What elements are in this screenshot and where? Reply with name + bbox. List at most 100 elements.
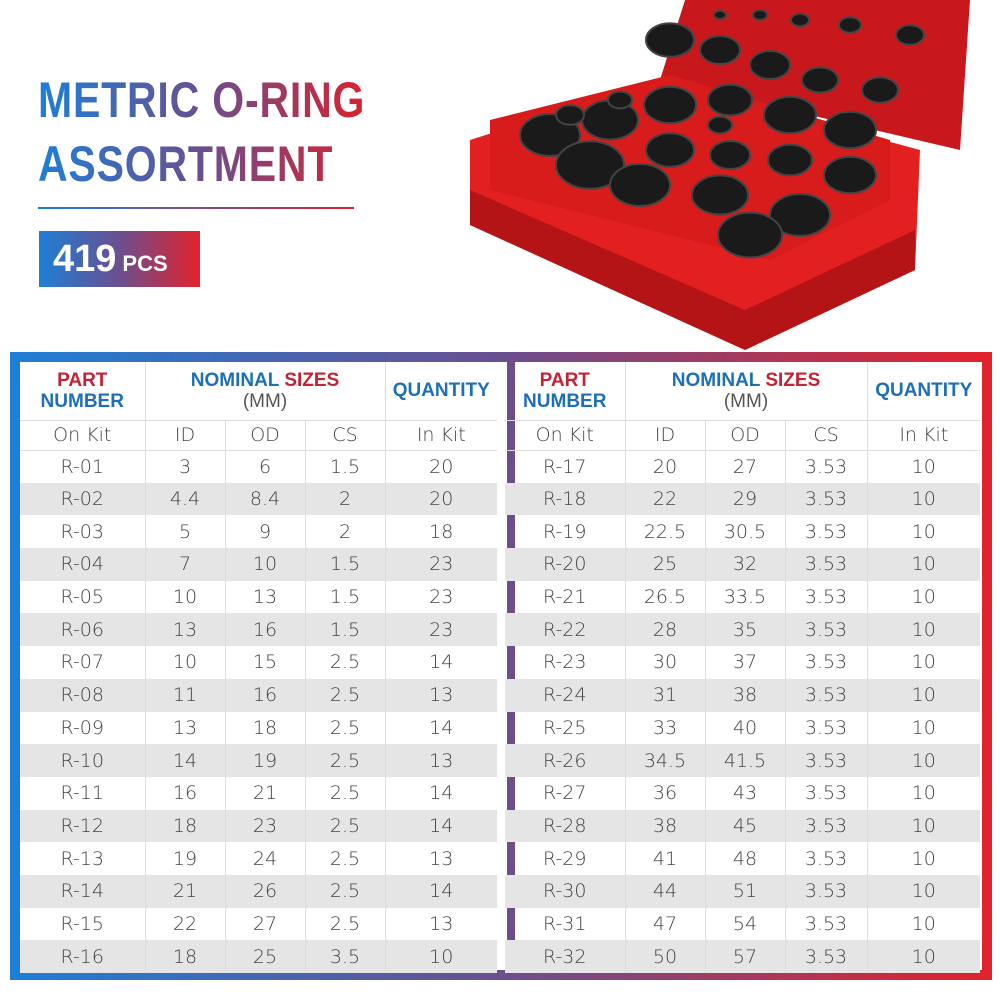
table-row: R-28 38 45 3.53 10	[505, 809, 980, 843]
table-cell: 27	[705, 450, 786, 483]
table-cell: 10	[911, 847, 936, 870]
table-cell: 2.5	[305, 646, 386, 679]
table-cell: 43	[705, 776, 786, 810]
table-cell: R-32	[505, 940, 626, 973]
table-cell: 15	[225, 646, 306, 679]
table-row: R-30 44 51 3.53 10	[505, 874, 980, 908]
table-cell: 13	[385, 678, 497, 712]
table-cell: R-15	[20, 907, 146, 941]
table-cell: 40	[705, 711, 786, 745]
title-divider	[38, 207, 354, 209]
column-subheader: CS	[305, 420, 386, 451]
part-number-header: PART NUMBER	[20, 362, 146, 421]
table-cell: 3.53	[785, 907, 868, 941]
table-cell: 2.5	[305, 678, 386, 712]
table-cell: R-17	[505, 450, 626, 483]
table-cell: R-05	[20, 580, 146, 614]
table-cell: R-16	[20, 940, 146, 973]
quantity-header: QUANTITY	[867, 362, 980, 421]
table-cell: 10	[385, 940, 497, 973]
table-cell: 13	[385, 744, 497, 777]
table-row: R-02 4.4 8.4 2 20	[20, 482, 497, 516]
table-cell: 2.5	[305, 874, 386, 908]
table-cell: 37	[705, 646, 786, 679]
oring-icon	[749, 50, 791, 80]
table-row: R-29 41 48 3.53 10	[505, 842, 980, 875]
table-cell: 20	[625, 450, 706, 483]
column-subheader: In Kit	[385, 420, 497, 451]
table-cell: R-21	[505, 580, 626, 614]
table-row: R-31 47 54 3.53 10	[505, 907, 980, 941]
page-title: METRIC O-RING ASSORTMENT	[38, 68, 365, 196]
table-cell: 18	[429, 520, 454, 543]
table-cell: R-01	[20, 450, 146, 483]
oring-icon	[643, 85, 697, 125]
table-cell: 47	[625, 907, 706, 941]
table-cell: 50	[625, 940, 706, 973]
table-cell: 16	[145, 776, 226, 810]
column-subheader: In Kit	[867, 420, 980, 451]
table-row: R-16 18 25 3.5 10	[20, 940, 497, 973]
table-cell: 28	[625, 613, 706, 647]
table-cell: 41.5	[705, 744, 786, 777]
table-cell: 10	[867, 874, 980, 908]
oring-icon	[790, 12, 810, 28]
table-cell: 3.53	[785, 776, 868, 810]
table-cell: 20	[429, 455, 454, 478]
oring-icon	[607, 90, 633, 110]
column-subheader: On Kit	[505, 420, 626, 451]
table-cell: 9	[225, 515, 306, 549]
table-cell: 14	[385, 809, 497, 843]
table-row: R-08 11 16 2.5 13	[20, 678, 497, 712]
table-cell: 3.53	[785, 580, 868, 614]
table-cell: R-19	[505, 515, 626, 549]
table-cell: R-18	[505, 482, 626, 516]
table-row: R-06 13 16 1.5 23	[20, 613, 497, 647]
table-cell: R-25	[505, 711, 626, 745]
table-row: R-03 5 9 2 18	[20, 515, 497, 549]
table-row: R-20 25 32 3.53 10	[505, 548, 980, 581]
table-row: R-24 31 38 3.53 10	[505, 678, 980, 712]
table-cell: 34.5	[625, 744, 706, 777]
oring-icon	[645, 22, 695, 58]
table-cell: 13	[145, 711, 226, 745]
nominal-sizes-header: NOMINAL SIZES (MM)	[145, 362, 386, 421]
quantity-header: QUANTITY	[385, 362, 497, 421]
table-cell: 29	[705, 482, 786, 516]
table-cell: R-23	[505, 646, 626, 679]
column-subheader: CS	[785, 420, 868, 451]
table-cell: 10	[911, 716, 936, 739]
table-cell: R-07	[20, 646, 146, 679]
table-cell: 3.53	[785, 842, 868, 875]
table-cell: 32	[705, 548, 786, 581]
table-cell: 10	[867, 678, 980, 712]
table-row: R-25 33 40 3.53 10	[505, 711, 980, 745]
table-cell: 8.4	[225, 482, 306, 516]
table-cell: 16	[225, 613, 306, 647]
table-row: R-19 22.5 30.5 3.53 10	[505, 515, 980, 549]
table-cell: 10	[911, 912, 936, 935]
table-row: R-10 14 19 2.5 13	[20, 744, 497, 777]
table-cell: R-02	[20, 482, 146, 516]
oring-icon	[823, 155, 877, 195]
table-cell: 1.5	[305, 613, 386, 647]
table-cell: 2	[305, 515, 386, 549]
table-cell: 10	[225, 548, 306, 581]
table-cell: 21	[145, 874, 226, 908]
table-cell: 51	[705, 874, 786, 908]
table-cell: 44	[625, 874, 706, 908]
table-cell: 22.5	[625, 515, 706, 549]
table-cell: 3.53	[785, 809, 868, 843]
table-cell: R-22	[505, 613, 626, 647]
table-row: R-15 22 27 2.5 13	[20, 907, 497, 941]
table-cell: 30.5	[705, 515, 786, 549]
table-cell: 3.53	[785, 548, 868, 581]
table-cell: 30	[625, 646, 706, 679]
table-cell: 10	[911, 651, 936, 674]
table-cell: 3	[145, 450, 226, 483]
table-cell: R-08	[20, 678, 146, 712]
oring-icon	[555, 104, 585, 126]
table-cell: 3.53	[785, 515, 868, 549]
table-cell: R-31	[505, 907, 626, 941]
table-cell: 2.5	[305, 776, 386, 810]
